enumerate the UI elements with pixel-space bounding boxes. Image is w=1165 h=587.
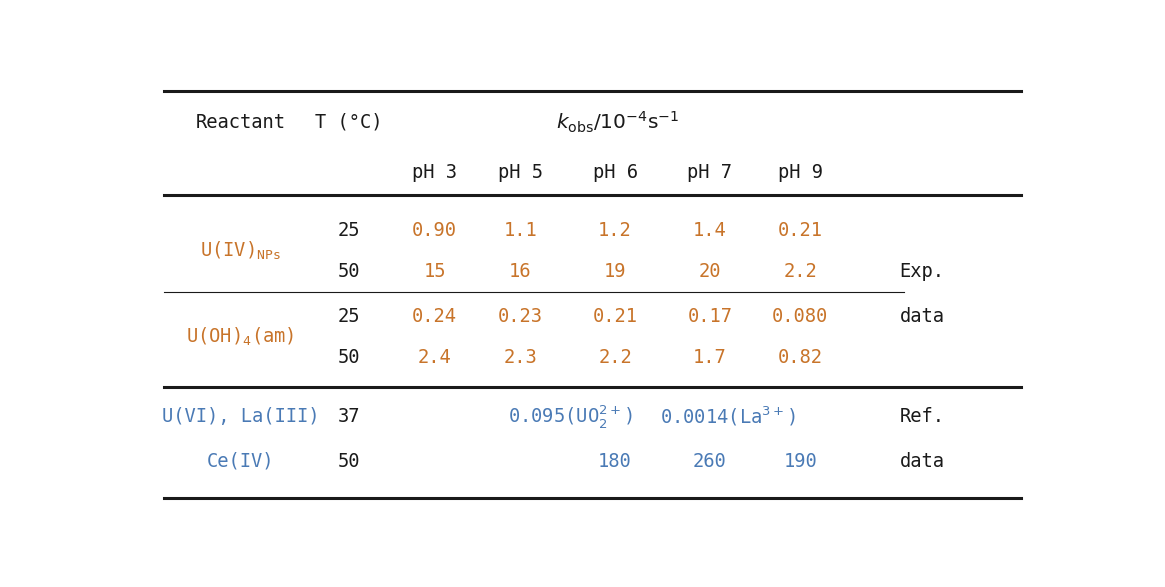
Text: Ref.: Ref. xyxy=(899,407,945,426)
Text: 0.080: 0.080 xyxy=(772,307,828,326)
Text: 190: 190 xyxy=(783,452,817,471)
Text: 0.0014(La$^{3+}$): 0.0014(La$^{3+}$) xyxy=(659,404,796,428)
Text: 180: 180 xyxy=(599,452,631,471)
Text: pH 9: pH 9 xyxy=(778,163,822,181)
Text: 37: 37 xyxy=(338,407,360,426)
Text: 2.3: 2.3 xyxy=(503,348,537,367)
Text: 0.90: 0.90 xyxy=(412,221,457,241)
Text: data: data xyxy=(899,307,945,326)
Text: 0.21: 0.21 xyxy=(778,221,822,241)
Text: 50: 50 xyxy=(338,348,360,367)
Text: pH 7: pH 7 xyxy=(687,163,733,181)
Text: 15: 15 xyxy=(423,262,446,281)
Text: 0.24: 0.24 xyxy=(412,307,457,326)
Text: 2.2: 2.2 xyxy=(599,348,631,367)
Text: 25: 25 xyxy=(338,307,360,326)
Text: $\mathit{k}_\mathrm{obs}/10^{-4}\mathrm{s}^{-1}$: $\mathit{k}_\mathrm{obs}/10^{-4}\mathrm{… xyxy=(556,110,679,135)
Text: 2.4: 2.4 xyxy=(418,348,451,367)
Text: 260: 260 xyxy=(693,452,727,471)
Text: Exp.: Exp. xyxy=(899,262,945,281)
Text: T (°C): T (°C) xyxy=(315,113,382,132)
Text: U(VI), La(III): U(VI), La(III) xyxy=(162,407,319,426)
Text: 50: 50 xyxy=(338,452,360,471)
Text: pH 3: pH 3 xyxy=(412,163,457,181)
Text: 1.2: 1.2 xyxy=(599,221,631,241)
Text: 2.2: 2.2 xyxy=(783,262,817,281)
Text: Ce(IV): Ce(IV) xyxy=(206,452,274,471)
Text: 0.17: 0.17 xyxy=(687,307,733,326)
Text: U(IV)$_\mathregular{NPs}$: U(IV)$_\mathregular{NPs}$ xyxy=(200,240,281,262)
Text: 20: 20 xyxy=(699,262,721,281)
Text: 1.7: 1.7 xyxy=(693,348,727,367)
Text: 1.1: 1.1 xyxy=(503,221,537,241)
Text: 0.095(UO$_2^{2+}$): 0.095(UO$_2^{2+}$) xyxy=(508,403,633,430)
Text: 1.4: 1.4 xyxy=(693,221,727,241)
Text: 16: 16 xyxy=(509,262,531,281)
Text: U(OH)$_\mathregular{4}$(am): U(OH)$_\mathregular{4}$(am) xyxy=(186,326,295,348)
Text: 25: 25 xyxy=(338,221,360,241)
Text: 0.21: 0.21 xyxy=(593,307,637,326)
Text: 0.82: 0.82 xyxy=(778,348,822,367)
Text: pH 5: pH 5 xyxy=(497,163,543,181)
Text: 19: 19 xyxy=(603,262,627,281)
Text: 0.23: 0.23 xyxy=(497,307,543,326)
Text: 50: 50 xyxy=(338,262,360,281)
Text: Reactant: Reactant xyxy=(196,113,285,132)
Text: pH 6: pH 6 xyxy=(593,163,637,181)
Text: data: data xyxy=(899,452,945,471)
